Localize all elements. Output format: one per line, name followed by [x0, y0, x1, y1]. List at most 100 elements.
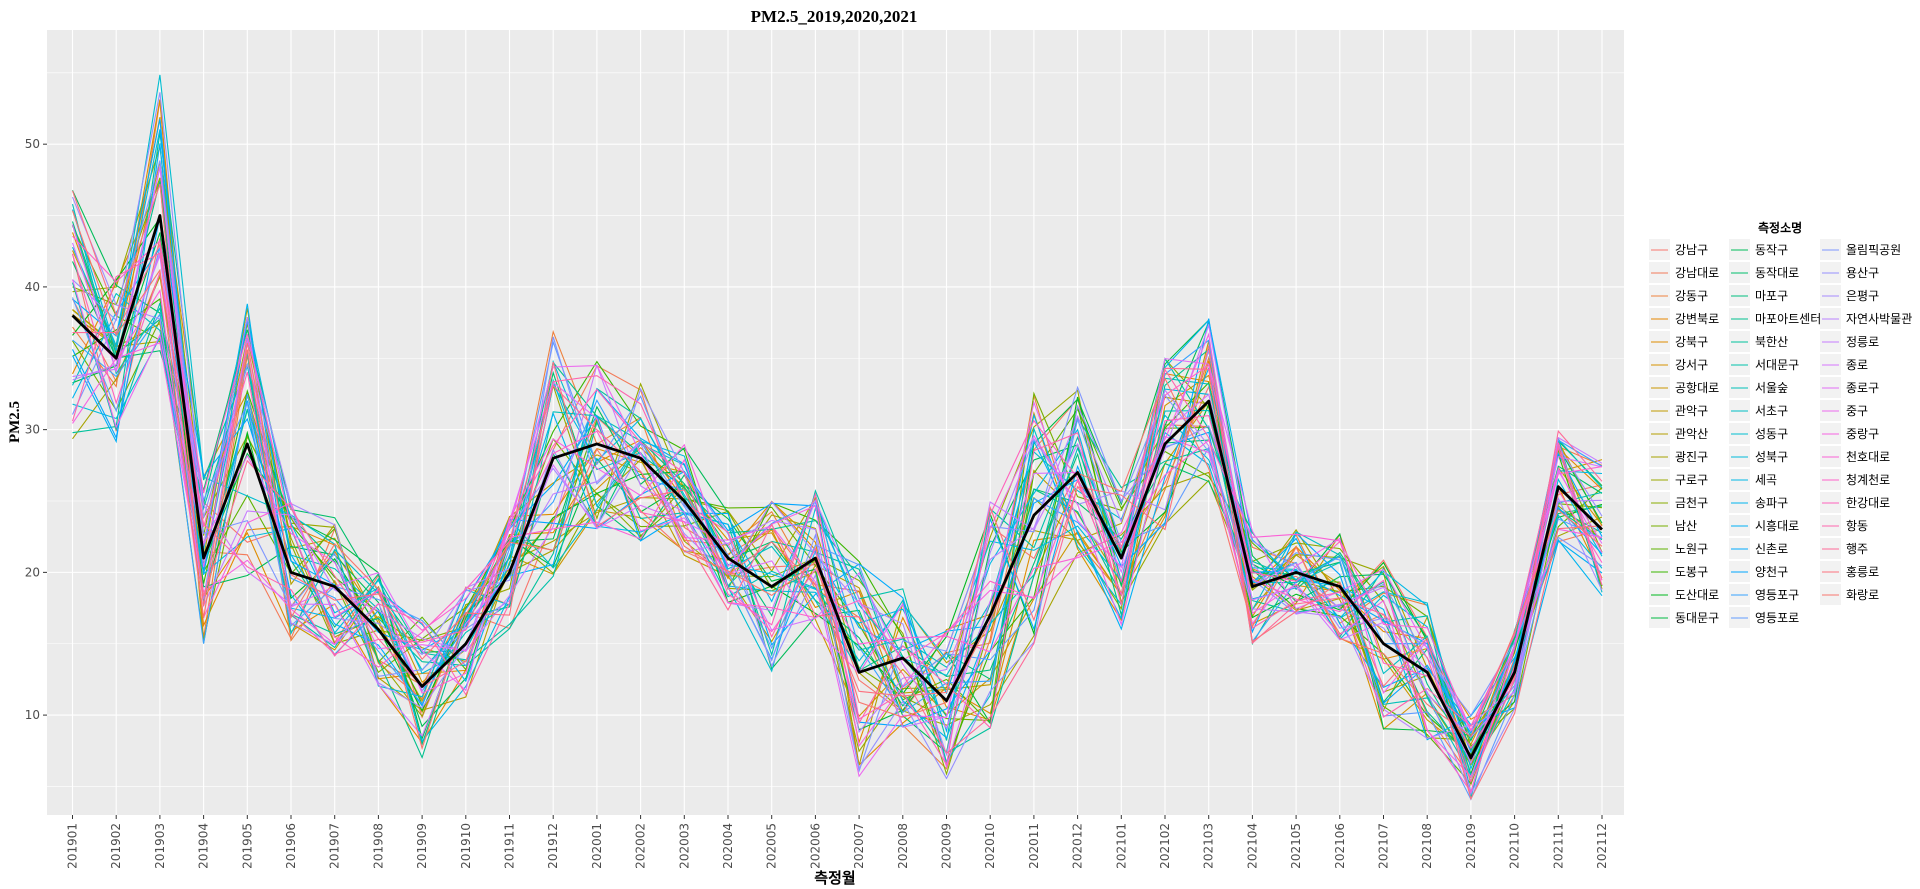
legend-label: 시흥대로 [1755, 519, 1799, 533]
legend-label: 강변북로 [1675, 312, 1719, 326]
x-tick-label: 202103 [1202, 823, 1216, 869]
legend-label: 강서구 [1675, 358, 1708, 372]
legend-label: 강남대로 [1675, 266, 1719, 280]
series-line [72, 177, 1603, 776]
x-tick-label: 201910 [459, 823, 473, 869]
legend-label: 도산대로 [1675, 588, 1719, 602]
y-tick-label: 30 [25, 423, 40, 437]
legend-label: 성동구 [1755, 427, 1788, 441]
series-line [72, 100, 1603, 787]
legend-label: 정릉로 [1846, 335, 1879, 349]
legend-label: 동대문구 [1675, 611, 1719, 625]
x-tick-label: 201908 [371, 823, 385, 869]
x-tick-label: 201907 [328, 823, 342, 869]
legend-label: 구로구 [1675, 473, 1708, 487]
series-line [71, 247, 1603, 801]
legend-label: 영등포로 [1755, 611, 1799, 625]
legend-title: 측정소명 [1758, 220, 1802, 235]
legend-label: 종로구 [1846, 381, 1879, 395]
x-tick-label: 202104 [1245, 823, 1259, 869]
x-tick-label: 202003 [677, 823, 691, 869]
legend-label: 관악산 [1675, 427, 1708, 441]
x-tick-label: 202108 [1420, 823, 1434, 869]
legend-label: 관악구 [1675, 404, 1708, 418]
y-axis-ticks: 10 20 30 40 50 [25, 137, 47, 722]
plot-panel [47, 30, 1624, 815]
x-tick-label: 202110 [1508, 823, 1522, 869]
series-line [72, 312, 1603, 754]
series-line [71, 242, 1603, 765]
x-tick-label: 202009 [940, 823, 954, 869]
legend-label: 송파구 [1755, 496, 1788, 510]
legend-label: 자연사박물관 [1846, 312, 1912, 326]
legend-label: 성북구 [1755, 450, 1788, 464]
legend-label: 청계천로 [1846, 472, 1890, 487]
mean-line [71, 214, 1603, 760]
series-line [72, 271, 1603, 779]
x-tick-label: 201904 [197, 823, 211, 869]
x-tick-label: 202012 [1071, 823, 1085, 869]
x-tick-label: 202006 [808, 823, 822, 869]
series-line [71, 279, 1603, 778]
legend-label: 남산 [1675, 519, 1697, 533]
legend-label: 도봉구 [1675, 565, 1708, 579]
legend-label: 용산구 [1846, 266, 1879, 280]
x-tick-label: 202001 [590, 823, 604, 869]
legend-label: 공항대로 [1675, 381, 1719, 395]
series-line [71, 282, 1603, 798]
legend-label: 올림픽공원 [1846, 243, 1901, 257]
legend-label: 북한산 [1755, 335, 1788, 349]
x-tick-label: 202106 [1333, 823, 1347, 869]
x-tick-label: 202101 [1114, 823, 1128, 869]
legend-label: 강북구 [1675, 335, 1708, 349]
legend-label: 서초구 [1755, 404, 1788, 418]
y-tick-label: 20 [25, 565, 40, 579]
legend-label: 강동구 [1675, 289, 1708, 303]
x-tick-label: 202105 [1289, 823, 1303, 869]
legend-label: 광진구 [1675, 450, 1708, 464]
legend-label: 노원구 [1675, 542, 1708, 556]
legend-label: 중랑구 [1846, 427, 1879, 441]
legend-label: 동작대로 [1755, 266, 1799, 280]
mean-series-line [71, 214, 1603, 760]
legend-items: 강남구강남대로강동구강변북로강북구강서구공항대로관악구관악산광진구구로구금천구남… [1649, 239, 1912, 628]
series-line [71, 183, 1603, 801]
legend-label: 종로 [1846, 358, 1868, 372]
series-line [71, 254, 1603, 767]
legend-label: 세곡 [1755, 473, 1777, 487]
legend-label: 서대문구 [1755, 358, 1799, 372]
series-line [71, 252, 1603, 729]
x-axis-title: 측정월 [814, 869, 855, 887]
legend-label: 홍릉로 [1846, 565, 1879, 579]
series-lines [71, 74, 1603, 801]
x-tick-label: 202007 [852, 823, 866, 869]
x-tick-label: 201903 [153, 823, 167, 869]
x-tick-label: 202102 [1158, 823, 1172, 869]
x-tick-label: 202112 [1595, 823, 1609, 869]
x-tick-label: 202011 [1027, 823, 1041, 869]
y-tick-label: 10 [25, 708, 40, 722]
series-line [72, 246, 1603, 741]
legend-label: 신촌로 [1755, 542, 1788, 556]
series-line [71, 167, 1603, 795]
x-tick-label: 201905 [240, 823, 254, 869]
x-tick-label: 201909 [415, 823, 429, 869]
legend-label: 강남구 [1675, 243, 1708, 257]
x-tick-label: 202010 [983, 823, 997, 869]
legend-label: 항동 [1846, 519, 1868, 533]
x-tick-label: 201906 [284, 823, 298, 869]
legend-label: 중구 [1846, 404, 1868, 418]
series-line [72, 332, 1603, 778]
legend-label: 양천구 [1755, 564, 1788, 579]
series-line [72, 255, 1603, 738]
legend-label: 천호대로 [1846, 449, 1890, 464]
chart-title: PM2.5_2019,2020,2021 [751, 7, 918, 26]
legend-label: 화랑로 [1846, 588, 1879, 602]
y-tick-label: 40 [25, 280, 40, 294]
x-tick-label: 202111 [1551, 823, 1565, 869]
y-tick-label: 50 [25, 137, 40, 151]
x-tick-label: 201912 [546, 823, 560, 869]
x-tick-label: 202109 [1464, 823, 1478, 869]
legend-label: 행주 [1846, 541, 1868, 556]
